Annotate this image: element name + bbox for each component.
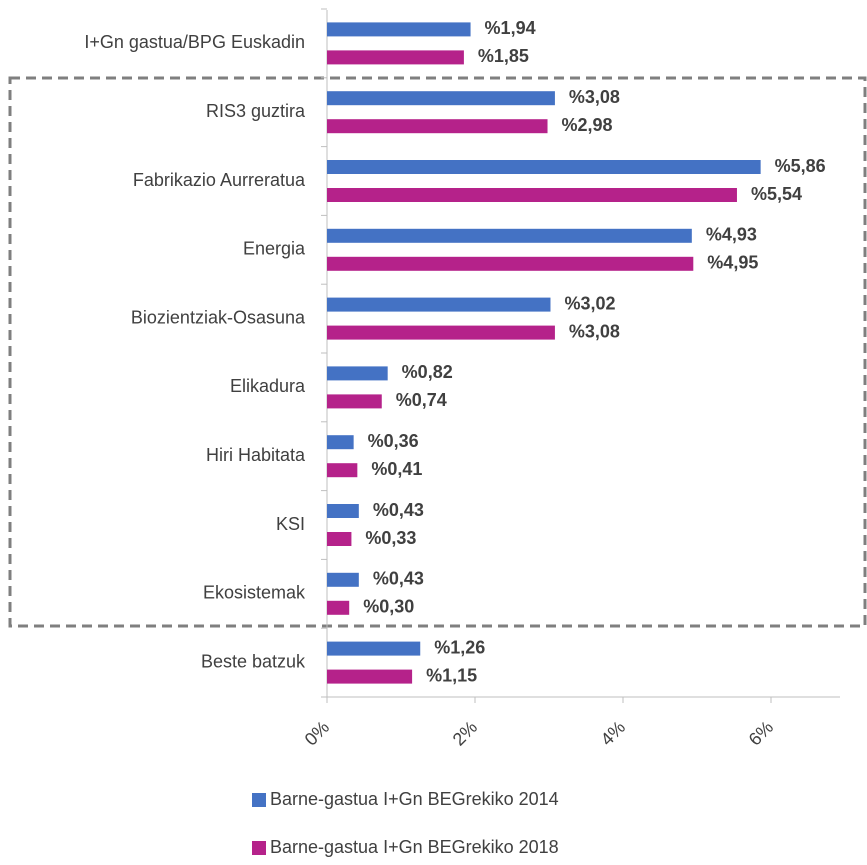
- value-label: %1,15: [426, 665, 477, 685]
- category-label: I+Gn gastua/BPG Euskadin: [84, 32, 305, 52]
- bar: [327, 160, 761, 174]
- value-label: %0,33: [365, 528, 416, 548]
- bar: [327, 394, 382, 409]
- category-label: RIS3 guztira: [206, 101, 306, 121]
- value-label: %5,54: [751, 184, 802, 204]
- bar: [327, 50, 464, 65]
- x-tick-label: 4%: [597, 717, 630, 750]
- legend-swatch: [252, 841, 266, 855]
- value-label: %0,43: [373, 500, 424, 520]
- value-label: %0,36: [368, 431, 419, 451]
- value-label: %3,08: [569, 321, 620, 341]
- value-label: %0,41: [371, 459, 422, 479]
- value-label: %1,85: [478, 46, 529, 66]
- bar: [327, 532, 352, 546]
- value-label: %1,94: [485, 18, 536, 38]
- category-label: KSI: [276, 514, 305, 534]
- bar: [327, 669, 413, 684]
- bar: [327, 504, 359, 518]
- value-label: %1,26: [434, 637, 485, 657]
- category-label: Fabrikazio Aurreratua: [133, 170, 306, 190]
- value-label: %0,82: [402, 362, 453, 382]
- bar: [327, 256, 694, 271]
- legend-label: Barne-gastua I+Gn BEGrekiko 2014: [270, 789, 559, 809]
- category-label: Beste batzuk: [201, 651, 306, 671]
- bar: [327, 435, 354, 450]
- bar: [327, 297, 551, 312]
- bar: [327, 572, 359, 587]
- value-label: %5,86: [775, 156, 826, 176]
- legend-swatch: [252, 793, 266, 807]
- bar: [327, 119, 548, 134]
- value-label: %2,98: [562, 115, 613, 135]
- value-label: %0,30: [363, 597, 414, 617]
- legend-label: Barne-gastua I+Gn BEGrekiko 2018: [270, 837, 559, 857]
- category-label: Ekosistemak: [203, 583, 306, 603]
- category-label: Biozientziak-Osasuna: [131, 307, 306, 327]
- value-label: %0,43: [373, 569, 424, 589]
- category-label: Elikadura: [230, 376, 306, 396]
- value-label: %4,95: [707, 253, 758, 273]
- bar: [327, 22, 471, 37]
- x-tick-label: 2%: [449, 717, 482, 750]
- x-tick-label: 6%: [745, 717, 778, 750]
- category-label: Hiri Habitata: [206, 445, 306, 465]
- bar: [327, 366, 388, 381]
- value-label: %4,93: [706, 225, 757, 245]
- highlight-box: [8, 76, 867, 628]
- bar: [327, 188, 737, 202]
- bar: [327, 228, 692, 243]
- value-label: %3,02: [564, 293, 615, 313]
- category-label: Energia: [243, 239, 306, 259]
- bar: [327, 641, 421, 656]
- bar: [327, 325, 555, 340]
- value-label: %0,74: [396, 390, 447, 410]
- bar: [327, 600, 350, 615]
- bar: [327, 463, 358, 478]
- x-tick-label: 0%: [301, 717, 334, 750]
- bar: [327, 91, 555, 106]
- value-label: %3,08: [569, 87, 620, 107]
